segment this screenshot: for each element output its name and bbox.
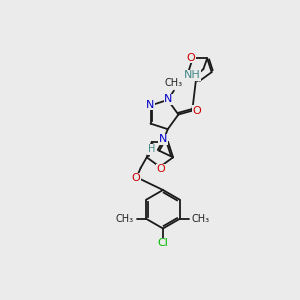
Text: O: O [132, 173, 140, 183]
Text: N: N [146, 100, 154, 110]
Text: O: O [156, 164, 165, 174]
Text: CH₃: CH₃ [165, 78, 183, 88]
Text: O: O [187, 52, 196, 63]
Text: CH₃: CH₃ [192, 214, 210, 224]
Text: N: N [159, 134, 167, 144]
Text: H: H [148, 144, 155, 154]
Text: CH₃: CH₃ [116, 214, 134, 224]
Text: Cl: Cl [158, 238, 168, 248]
Text: N: N [164, 94, 173, 104]
Text: O: O [193, 106, 201, 116]
Text: NH: NH [184, 70, 201, 80]
